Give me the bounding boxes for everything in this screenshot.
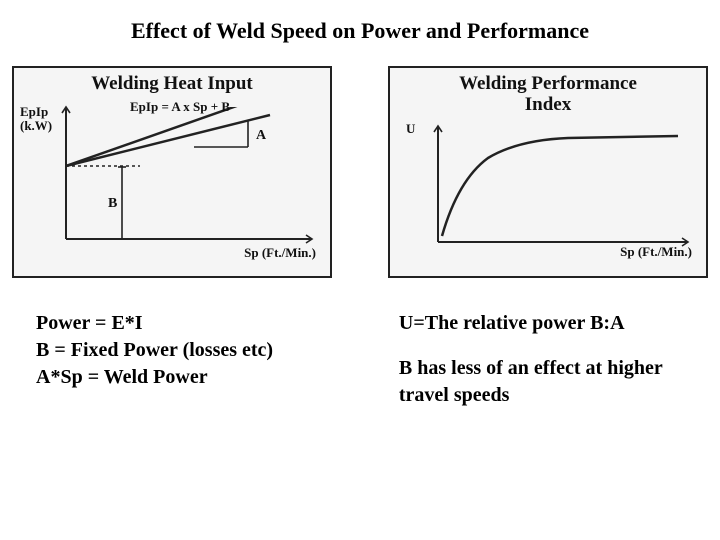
- captions-row: Power = E*I B = Fixed Power (losses etc)…: [36, 310, 692, 409]
- right-panel-title: Welding Performance Index: [398, 74, 698, 116]
- right-title-line2: Index: [525, 94, 571, 115]
- intercept-label: B: [108, 196, 117, 211]
- left-y-label-line2: (k.W): [20, 118, 52, 133]
- right-panel: Welding Performance Index U Sp (Ft./Min.…: [388, 66, 708, 278]
- left-plot: EpIp (k.W) A: [22, 99, 322, 259]
- right-caption-line1: U=The relative power B:A: [399, 310, 692, 337]
- left-x-label: Sp (Ft./Min.): [244, 245, 316, 261]
- panels-row: Welding Heat Input EpIp (k.W) A: [12, 66, 708, 278]
- right-caption: U=The relative power B:A B has less of a…: [399, 310, 692, 409]
- right-y-label: U: [406, 122, 415, 136]
- left-caption-line1: Power = E*I: [36, 310, 339, 337]
- right-x-label: Sp (Ft./Min.): [620, 244, 692, 260]
- left-caption-line3: A*Sp = Weld Power: [36, 364, 339, 391]
- left-chart-svg: A B EpIp = A x Sp + B: [22, 99, 322, 259]
- left-panel-title: Welding Heat Input: [22, 74, 322, 95]
- left-equation: EpIp = A x Sp + B: [130, 99, 230, 114]
- left-panel: Welding Heat Input EpIp (k.W) A: [12, 66, 332, 278]
- left-caption: Power = E*I B = Fixed Power (losses etc)…: [36, 310, 339, 409]
- left-series-visible: [66, 115, 270, 166]
- right-caption-line2: B has less of an effect at higher travel…: [399, 355, 692, 409]
- left-y-label: EpIp (k.W): [20, 105, 52, 132]
- slope-label: A: [256, 128, 267, 143]
- right-chart-svg: [398, 120, 698, 258]
- page-title: Effect of Weld Speed on Power and Perfor…: [0, 18, 720, 44]
- right-title-line1: Welding Performance: [459, 73, 637, 94]
- right-plot: U Sp (Ft./Min.): [398, 120, 698, 258]
- left-caption-line2: B = Fixed Power (losses etc): [36, 337, 339, 364]
- caption-spacer: [399, 337, 692, 355]
- right-series-curve: [442, 136, 678, 236]
